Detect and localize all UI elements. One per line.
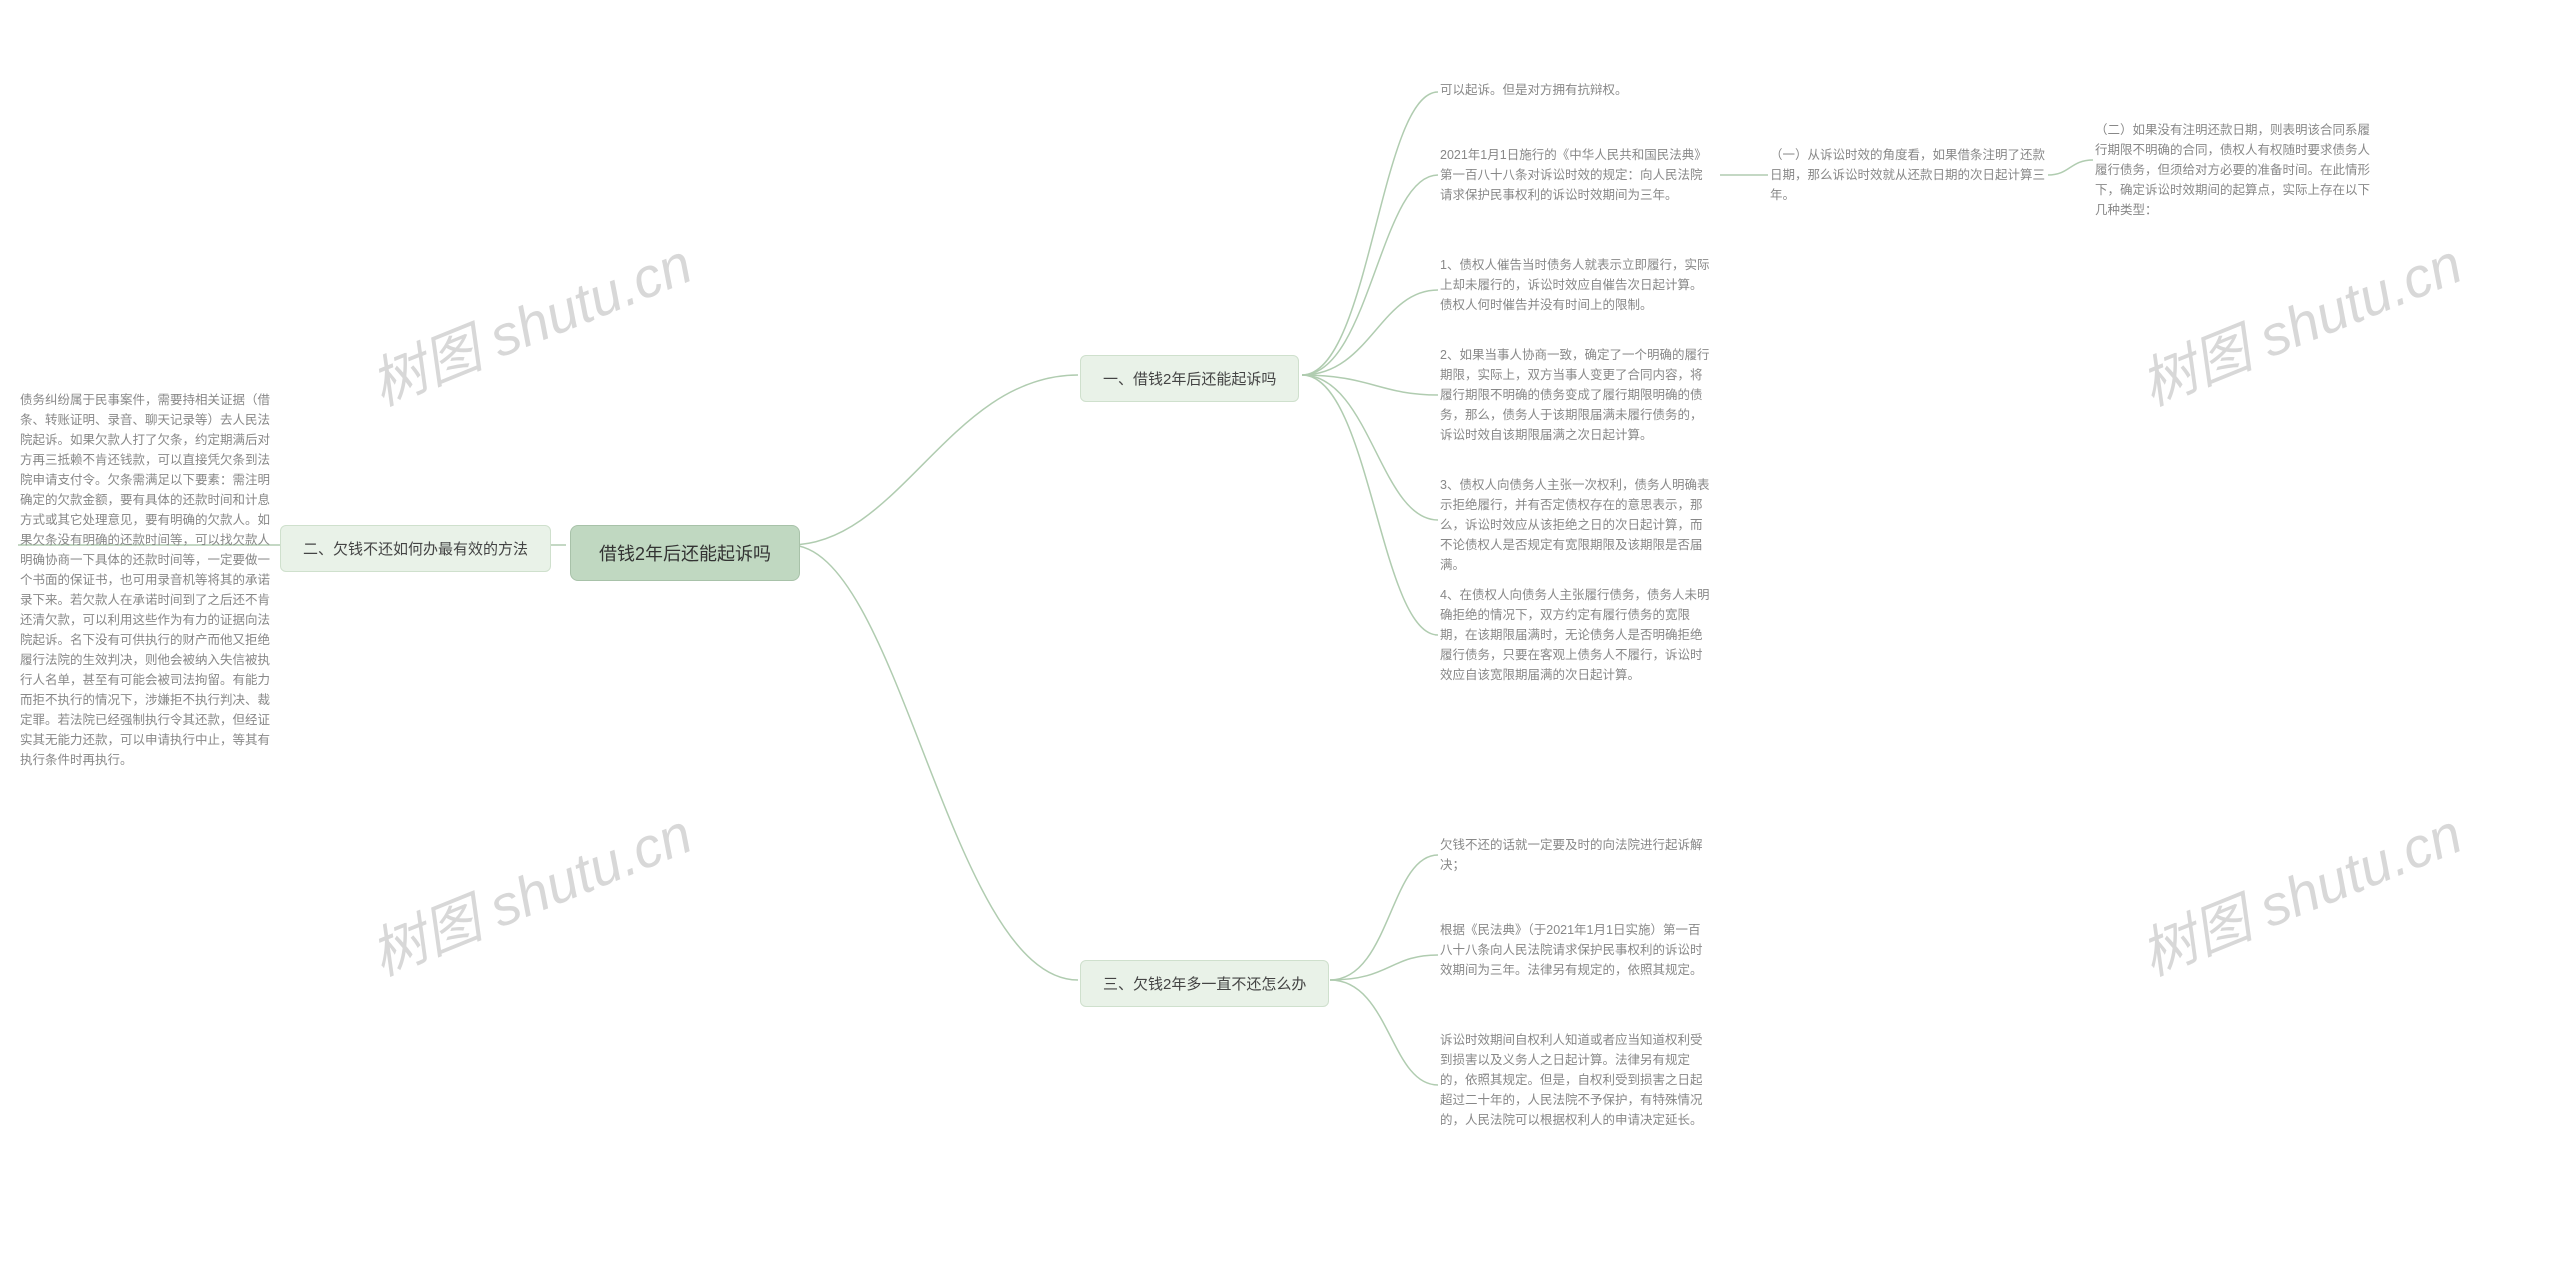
watermark: 树图 shutu.cn bbox=[2127, 219, 2472, 421]
branch1-leaf1: 可以起诉。但是对方拥有抗辩权。 bbox=[1440, 80, 1710, 100]
center-label: 借钱2年后还能起诉吗 bbox=[599, 544, 771, 564]
branch3-leaf1: 欠钱不还的话就一定要及时的向法院进行起诉解决； bbox=[1440, 835, 1710, 875]
watermark: 树图 shutu.cn bbox=[2127, 789, 2472, 991]
branch1-leaf2-sub2: （二）如果没有注明还款日期，则表明该合同系履行期限不明确的合同，债权人有权随时要… bbox=[2095, 120, 2375, 220]
branch3-label: 三、欠钱2年多一直不还怎么办 bbox=[1103, 976, 1306, 993]
watermark: 树图 shutu.cn bbox=[357, 789, 702, 991]
branch2-leaf1: 债务纠纷属于民事案件，需要持相关证据（借条、转账证明、录音、聊天记录等）去人民法… bbox=[20, 390, 270, 770]
branch1-leaf2-sub1: （一）从诉讼时效的角度看，如果借条注明了还款日期，那么诉讼时效就从还款日期的次日… bbox=[1770, 145, 2050, 205]
center-node: 借钱2年后还能起诉吗 bbox=[570, 525, 800, 581]
branch1-label: 一、借钱2年后还能起诉吗 bbox=[1103, 371, 1276, 388]
branch1-leaf5: 3、债权人向债务人主张一次权利，债务人明确表示拒绝履行，并有否定债权存在的意思表… bbox=[1440, 475, 1710, 575]
branch1-node: 一、借钱2年后还能起诉吗 bbox=[1080, 355, 1299, 402]
branch3-leaf2: 根据《民法典》（于2021年1月1日实施）第一百八十八条向人民法院请求保护民事权… bbox=[1440, 920, 1710, 980]
branch3-node: 三、欠钱2年多一直不还怎么办 bbox=[1080, 960, 1329, 1007]
branch1-leaf4: 2、如果当事人协商一致，确定了一个明确的履行期限，实际上，双方当事人变更了合同内… bbox=[1440, 345, 1710, 445]
branch1-leaf3: 1、债权人催告当时债务人就表示立即履行，实际上却未履行的，诉讼时效应自催告次日起… bbox=[1440, 255, 1710, 315]
branch1-leaf2: 2021年1月1日施行的《中华人民共和国民法典》第一百八十八条对诉讼时效的规定：… bbox=[1440, 145, 1710, 205]
branch2-node: 二、欠钱不还如何办最有效的方法 bbox=[280, 525, 551, 572]
branch3-leaf3: 诉讼时效期间自权利人知道或者应当知道权利受到损害以及义务人之日起计算。法律另有规… bbox=[1440, 1030, 1710, 1130]
watermark: 树图 shutu.cn bbox=[357, 219, 702, 421]
branch1-leaf6: 4、在债权人向债务人主张履行债务，债务人未明确拒绝的情况下，双方约定有履行债务的… bbox=[1440, 585, 1710, 685]
branch2-label: 二、欠钱不还如何办最有效的方法 bbox=[303, 541, 528, 558]
